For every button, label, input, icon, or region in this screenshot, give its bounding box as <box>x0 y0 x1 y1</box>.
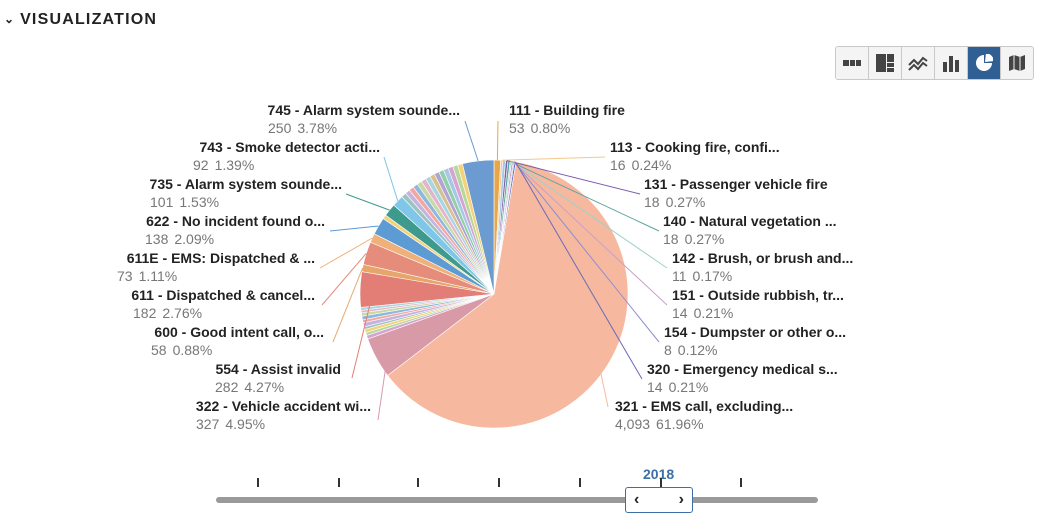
leader-line-140 <box>508 160 660 232</box>
pie-chart <box>319 120 668 429</box>
slice-label-611[interactable]: 611 - Dispatched & cancel... 182 2.76% <box>131 287 315 321</box>
slice-label-320[interactable]: 320 - Emergency medical s... 14 0.21% <box>647 361 838 395</box>
pie-slice-745[interactable] <box>462 159 495 295</box>
treemap-icon <box>876 54 894 72</box>
slice-label-113[interactable]: 113 - Cooking fire, confi... 16 0.24% <box>610 139 780 173</box>
map-view-button[interactable] <box>1001 47 1033 79</box>
leader-line-320 <box>514 161 643 380</box>
leader-line-131 <box>506 160 641 195</box>
section-title: VISUALIZATION <box>20 11 158 28</box>
leader-line-735 <box>345 193 390 211</box>
slice-label-321[interactable]: 321 - EMS call, excluding... 4,093 61.96% <box>615 398 794 432</box>
slider-track[interactable] <box>216 497 818 503</box>
visualization-section-toggle[interactable]: ⌄ VISUALIZATION <box>4 11 157 29</box>
slice-label-735[interactable]: 735 - Alarm system sounde... 101 1.53% <box>149 176 342 210</box>
leader-line-142 <box>510 160 668 269</box>
leader-line-111 <box>496 120 499 161</box>
leader-line-154 <box>513 161 660 343</box>
leader-line-554 <box>351 289 374 379</box>
selected-year: 2018 <box>643 466 675 482</box>
slice-label-111[interactable]: 111 - Building fire 53 0.80% <box>509 102 625 136</box>
leader-line-745 <box>464 120 479 162</box>
leader-line-611 <box>321 252 367 306</box>
leader-line-600 <box>332 267 364 343</box>
leader-line-151 <box>512 160 668 306</box>
slice-label-600[interactable]: 600 - Good intent call, o... 58 0.88% <box>151 324 324 358</box>
slice-label-622[interactable]: 622 - No incident found o... 138 2.09% <box>145 213 325 247</box>
chevron-left-icon[interactable]: ‹ <box>634 491 640 508</box>
slice-label-142[interactable]: 142 - Brush, or brush and... 11 0.17% <box>672 250 854 284</box>
slice-label-611e[interactable]: 611E - EMS: Dispatched & ... 73 1.11% <box>117 250 315 284</box>
slider-tick <box>417 478 419 487</box>
map-icon <box>1009 55 1025 71</box>
leader-line-611E <box>319 237 373 269</box>
slider-handle[interactable]: ‹ › <box>625 487 693 513</box>
bar-chart-icon <box>943 56 959 72</box>
treemap-view-button[interactable] <box>869 47 902 79</box>
slider-tick <box>579 478 581 487</box>
slice-label-131[interactable]: 131 - Passenger vehicle fire 18 0.27% <box>644 176 828 210</box>
line-chart-icon <box>908 56 928 71</box>
slider-tick <box>257 478 259 487</box>
table-view-button[interactable] <box>836 47 869 79</box>
pie-chart-icon <box>976 54 993 71</box>
slider-tick <box>498 478 500 487</box>
line-view-button[interactable] <box>902 47 935 79</box>
pie-view-button[interactable] <box>968 47 1001 79</box>
slice-label-151[interactable]: 151 - Outside rubbish, tr... 14 0.21% <box>672 287 844 321</box>
slider-tick <box>660 478 662 487</box>
chevron-right-icon[interactable]: › <box>678 491 684 508</box>
leader-line-113 <box>501 156 606 161</box>
chevron-down-icon: ⌄ <box>4 12 15 26</box>
slice-label-140[interactable]: 140 - Natural vegetation ... 18 0.27% <box>663 213 837 247</box>
slider-tick <box>740 478 742 487</box>
table-icon <box>843 60 861 66</box>
leader-line-622 <box>329 225 379 232</box>
leader-line-743 <box>383 156 399 201</box>
slice-label-154[interactable]: 154 - Dumpster or other o... 8 0.12% <box>664 324 847 358</box>
slice-label-743[interactable]: 743 - Smoke detector acti... 92 1.39% <box>193 139 380 173</box>
leader-line-322 <box>377 351 389 421</box>
slice-label-322[interactable]: 322 - Vehicle accident wi... 327 4.95% <box>195 398 371 432</box>
slice-label-554[interactable]: 554 - Assist invalid 282 4.27% <box>215 361 341 395</box>
year-slider: 2018 ‹ › <box>216 460 821 520</box>
slider-tick <box>338 478 340 487</box>
slice-label-745[interactable]: 745 - Alarm system sounde... 250 3.78% <box>267 102 460 136</box>
bar-view-button[interactable] <box>935 47 968 79</box>
leader-line-321 <box>596 356 609 408</box>
chart-type-toolbar <box>835 46 1034 80</box>
